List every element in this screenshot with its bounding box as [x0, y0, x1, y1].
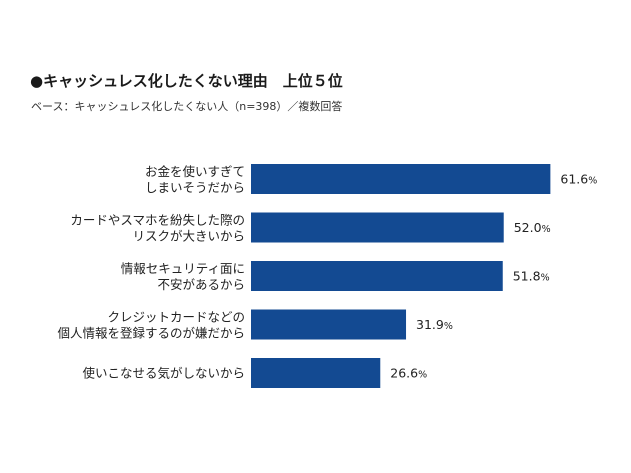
bar-1: [251, 212, 504, 243]
bar-4: [251, 358, 381, 388]
category-label-1-line-0: カードやスマホを紛失した際の: [70, 213, 245, 228]
category-label-2-line-0: 情報セキュリティ面に: [121, 261, 245, 276]
value-label-4: 26.6%: [390, 366, 427, 381]
chart-title: ●キャッシュレス化したくない理由 上位５位: [30, 72, 343, 90]
category-label-3-line-1: 個人情報を登録するのが嫌だから: [57, 326, 245, 341]
category-label-1-line-1: リスクが大きいから: [132, 229, 245, 244]
category-label-0-line-0: お金を使いすぎて: [145, 164, 245, 179]
category-label-0-line-1: しまいそうだから: [145, 180, 245, 195]
bar-0: [251, 164, 551, 194]
chart-subtitle: ベース：キャッシュレス化したくない人（n=398）／複数回答: [31, 100, 343, 113]
bar-2: [251, 261, 503, 291]
value-label-1: 52.0%: [514, 220, 551, 235]
value-label-2: 51.8%: [513, 269, 550, 284]
category-label-4-line-0: 使いこなせる気がしないから: [82, 366, 245, 381]
value-label-0: 61.6%: [560, 172, 597, 187]
value-label-3: 31.9%: [416, 317, 453, 332]
bar-3: [251, 309, 407, 340]
category-label-2-line-1: 不安があるから: [157, 277, 245, 292]
category-label-3-line-0: クレジットカードなどの: [107, 310, 245, 325]
